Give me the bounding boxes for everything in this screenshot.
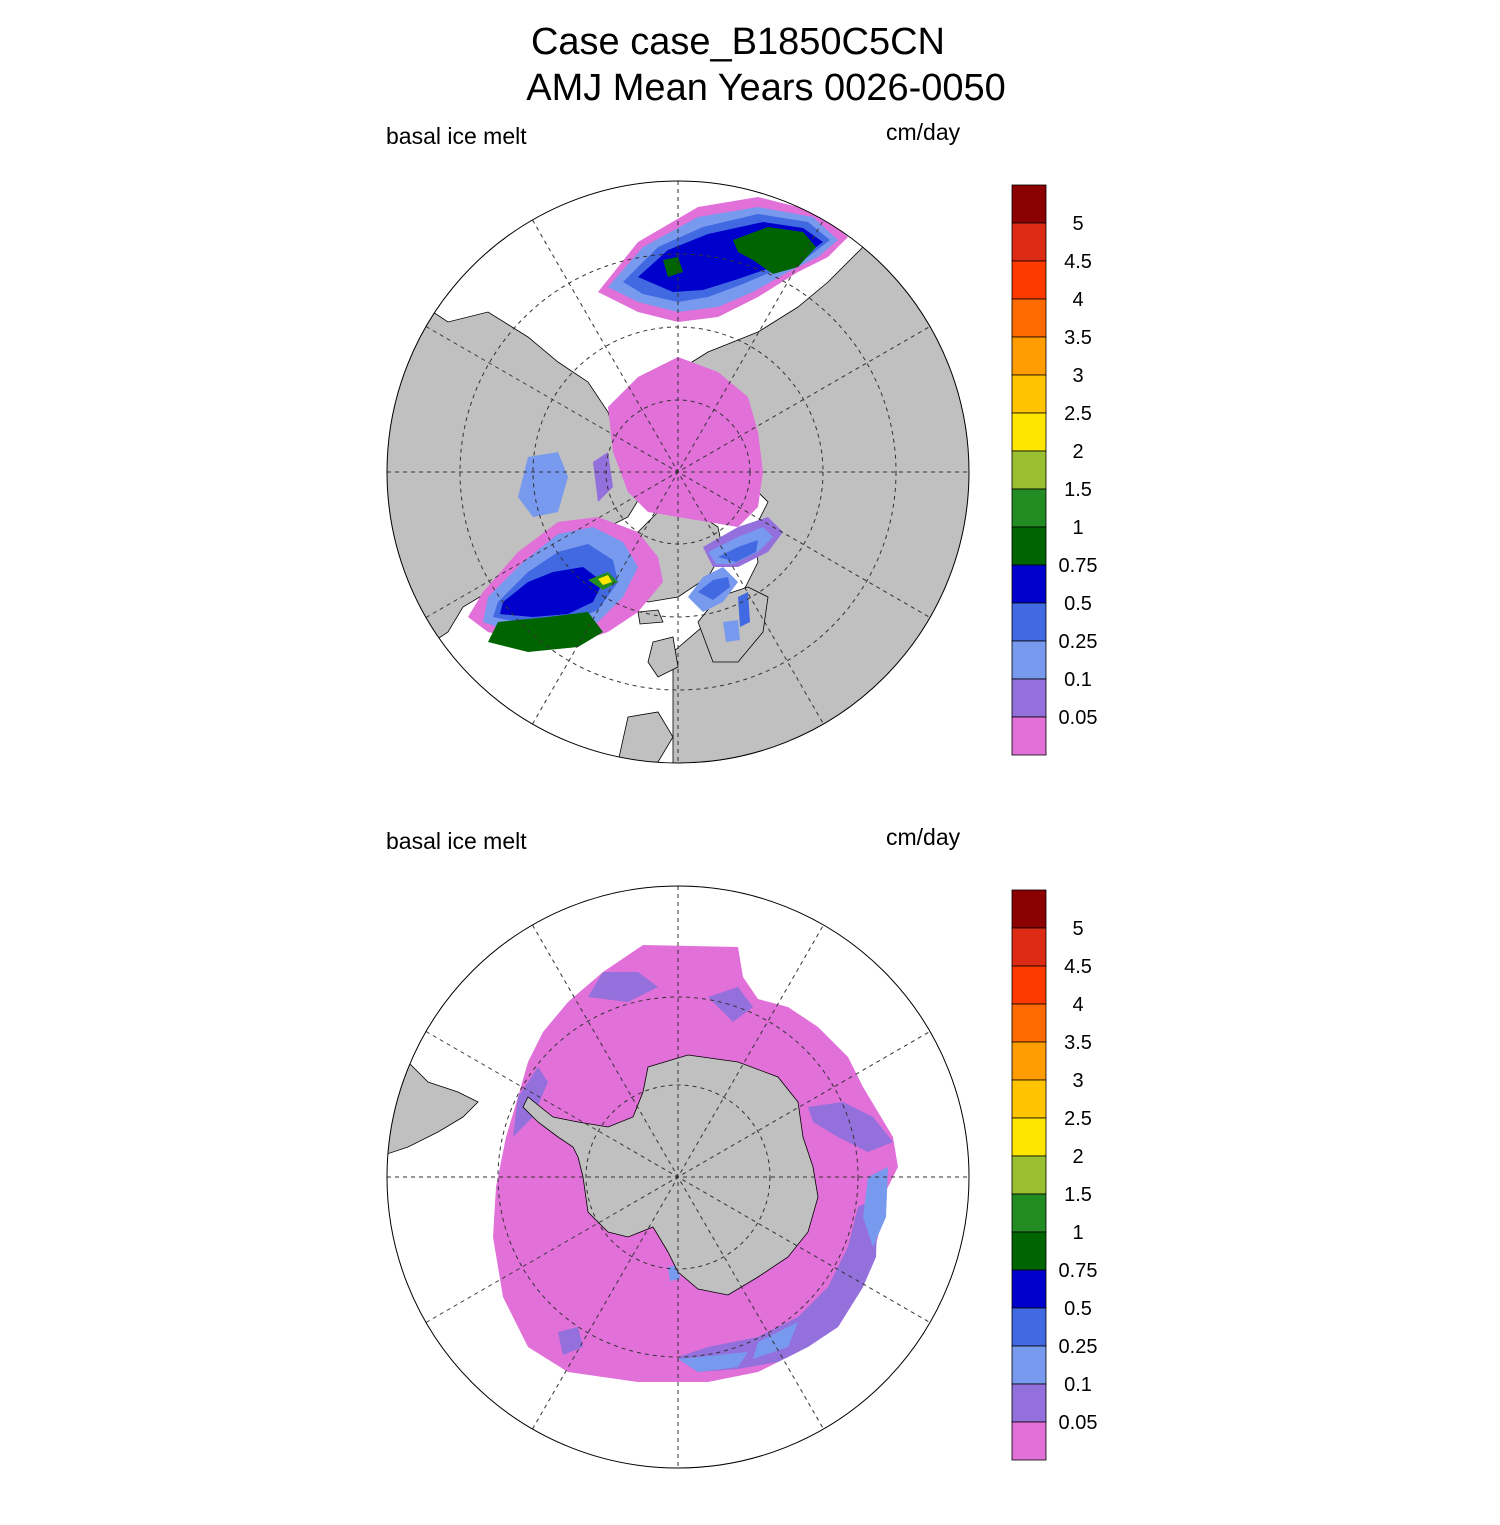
colorbar-box bbox=[1011, 1307, 1047, 1347]
melt-contour-1 bbox=[558, 1327, 583, 1355]
colorbar-tick-label: 1 bbox=[1072, 517, 1083, 539]
colorbar-tick-label: 5 bbox=[1072, 918, 1083, 940]
melt-contour-1 bbox=[808, 1102, 893, 1152]
units-label: cm/day bbox=[886, 119, 961, 145]
colorbar-tick-label: 5 bbox=[1072, 213, 1083, 235]
colorbar-tick-label: 3.5 bbox=[1064, 1032, 1092, 1054]
south-polar-map bbox=[386, 885, 970, 1469]
colorbar-box bbox=[1011, 260, 1047, 300]
colorbar-box bbox=[1011, 1345, 1047, 1385]
land-polygon bbox=[647, 636, 679, 678]
colorbar-box bbox=[1011, 1041, 1047, 1081]
melt-contour-2 bbox=[863, 1167, 888, 1247]
melt-contour-3 bbox=[718, 540, 758, 562]
colorbar-tick-label: 1.5 bbox=[1064, 479, 1092, 501]
south-polar-panel: basal ice melt cm/day bbox=[0, 820, 1500, 1525]
melt-contour-2 bbox=[723, 620, 740, 642]
colorbar-tick-label: 4 bbox=[1072, 994, 1083, 1016]
colorbar-box bbox=[1011, 450, 1047, 490]
colorbar-tick-label: 0.75 bbox=[1059, 555, 1098, 577]
colorbar-box bbox=[1011, 1269, 1047, 1309]
colorbar: 0.05 0.1 0.25 0.5 0.75 1 1.5 2 2.5 3 3.5 4 4.5 5 bbox=[1011, 889, 1098, 1461]
colorbar-tick-label: 0.1 bbox=[1064, 1374, 1092, 1396]
melt-contour-1 bbox=[588, 972, 658, 1002]
colorbar-tick-label: 0.25 bbox=[1059, 1336, 1098, 1358]
colorbar-tick-label: 2 bbox=[1072, 1146, 1083, 1168]
colorbar-tick-label: 2.5 bbox=[1064, 1108, 1092, 1130]
colorbar-tick-label: 3 bbox=[1072, 365, 1083, 387]
colorbar-box bbox=[1011, 412, 1047, 452]
map-border bbox=[386, 180, 970, 764]
graticule-north bbox=[387, 181, 969, 763]
colorbar-box bbox=[1011, 1155, 1047, 1195]
melt-contour-8 bbox=[598, 575, 612, 585]
colorbar-tick-label: 1 bbox=[1072, 1222, 1083, 1244]
sea-ice-field-north bbox=[468, 197, 848, 652]
colorbar-tick-label: 4 bbox=[1072, 289, 1083, 311]
melt-contour-0 bbox=[608, 357, 763, 527]
colorbar-box bbox=[1011, 1079, 1047, 1119]
north-polar-map bbox=[386, 180, 970, 764]
colorbar-box bbox=[1011, 1421, 1047, 1461]
map-border bbox=[386, 885, 970, 1469]
colorbar-tick-label: 0.1 bbox=[1064, 669, 1092, 691]
colorbar-box bbox=[1011, 222, 1047, 262]
colorbar-box bbox=[1011, 1117, 1047, 1157]
figure-title-line1: Case case_B1850C5CN bbox=[530, 21, 945, 63]
colorbar-box bbox=[1011, 488, 1047, 528]
colorbar-box bbox=[1011, 526, 1047, 566]
colorbar-box bbox=[1011, 1003, 1047, 1043]
colorbar-box bbox=[1011, 336, 1047, 376]
colorbar-tick-label: 0.5 bbox=[1064, 593, 1092, 615]
land-polygon bbox=[637, 609, 664, 625]
melt-contour-1 bbox=[678, 1197, 878, 1372]
colorbar-box bbox=[1011, 564, 1047, 604]
colorbar-tick-label: 0.5 bbox=[1064, 1298, 1092, 1320]
colorbar-box bbox=[1011, 602, 1047, 642]
colorbar-box bbox=[1011, 374, 1047, 414]
melt-contour-1 bbox=[708, 987, 753, 1022]
north-polar-panel: basal ice melt cm/day bbox=[0, 115, 1500, 820]
colorbar-box bbox=[1011, 965, 1047, 1005]
variable-label: basal ice melt bbox=[386, 123, 527, 149]
colorbar-box bbox=[1011, 927, 1047, 967]
land-polygon bbox=[522, 1054, 819, 1296]
melt-contour-4 bbox=[500, 567, 603, 617]
melt-contour-5 bbox=[488, 612, 603, 652]
colorbar-box bbox=[1011, 298, 1047, 338]
colorbar-box bbox=[1011, 1383, 1047, 1423]
melt-contour-3 bbox=[738, 592, 750, 627]
colorbar-box bbox=[1011, 889, 1047, 929]
colorbar-tick-label: 0.05 bbox=[1059, 707, 1098, 729]
colorbar-box bbox=[1011, 1193, 1047, 1233]
colorbar-tick-label: 1.5 bbox=[1064, 1184, 1092, 1206]
colorbar-tick-label: 2 bbox=[1072, 441, 1083, 463]
colorbar: 0.05 0.1 0.25 0.5 0.75 1 1.5 2 2.5 3 3.5 4 4.5 5 bbox=[1011, 184, 1098, 756]
melt-contour-3 bbox=[698, 577, 730, 600]
colorbar-box bbox=[1011, 678, 1047, 718]
melt-contour-2 bbox=[518, 452, 568, 517]
melt-contour-2 bbox=[678, 1352, 748, 1372]
colorbar-tick-label: 4.5 bbox=[1064, 251, 1092, 273]
colorbar-box bbox=[1011, 184, 1047, 224]
land-polygon bbox=[617, 711, 674, 763]
melt-contour-5 bbox=[733, 227, 816, 274]
units-label: cm/day bbox=[886, 824, 961, 850]
colorbar-box bbox=[1011, 640, 1047, 680]
colorbar-tick-label: 0.05 bbox=[1059, 1412, 1098, 1434]
colorbar-tick-label: 3.5 bbox=[1064, 327, 1092, 349]
variable-label: basal ice melt bbox=[386, 828, 527, 854]
graticule-south bbox=[387, 886, 969, 1468]
colorbar-tick-label: 0.25 bbox=[1059, 631, 1098, 653]
colorbar-tick-label: 0.75 bbox=[1059, 1260, 1098, 1282]
colorbar-box bbox=[1011, 716, 1047, 756]
colorbar-tick-label: 4.5 bbox=[1064, 956, 1092, 978]
figure-title-line2: AMJ Mean Years 0026-0050 bbox=[526, 67, 1006, 109]
melt-contour-2 bbox=[753, 1322, 798, 1359]
colorbar-tick-label: 2.5 bbox=[1064, 403, 1092, 425]
colorbar-box bbox=[1011, 1231, 1047, 1271]
colorbar-tick-label: 3 bbox=[1072, 1070, 1083, 1092]
